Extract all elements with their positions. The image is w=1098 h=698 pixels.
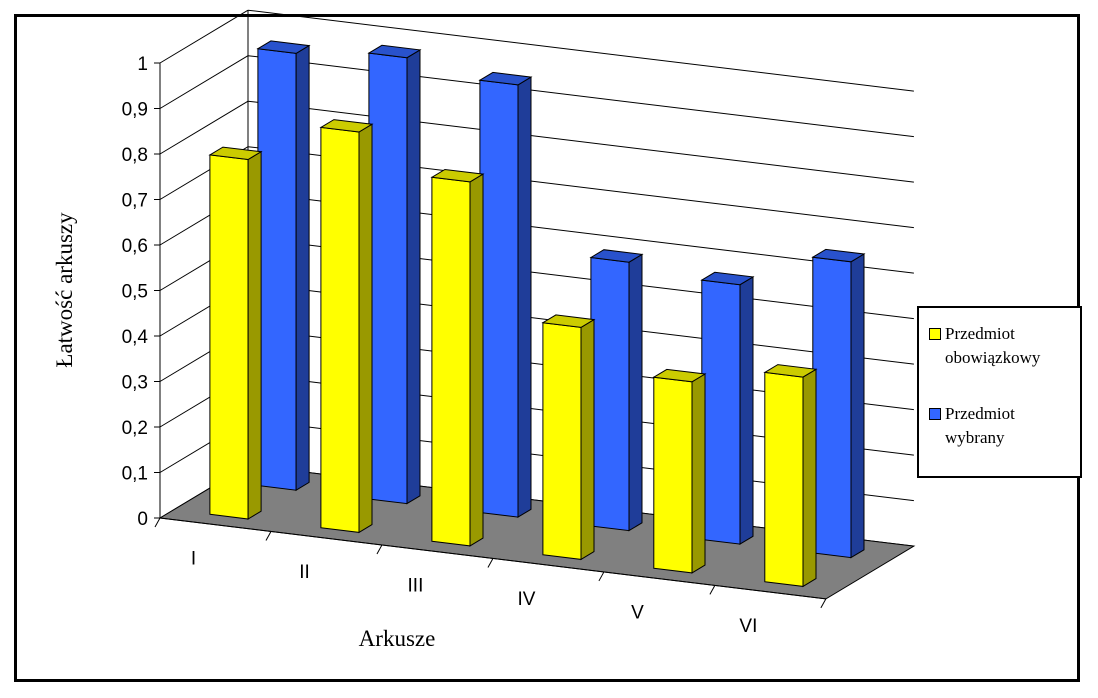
bar-series-2-side <box>517 76 532 518</box>
legend-swatch-series-2 <box>929 408 941 420</box>
side-wall-gridline <box>159 55 249 109</box>
side-wall-gridline <box>159 100 249 155</box>
bar-series-1 <box>209 154 249 520</box>
x-tick-mark <box>376 544 383 555</box>
x-tick-label: I <box>191 549 196 570</box>
y-tick-label: 0,2 <box>122 418 148 439</box>
bar-series-2-top <box>367 44 422 59</box>
bar-series-2 <box>590 256 630 532</box>
x-tick-label: III <box>408 576 424 597</box>
y-tick-label: 0,7 <box>122 191 148 212</box>
bar-series-2 <box>479 79 519 518</box>
x-tick-label: IV <box>517 589 535 610</box>
x-tick-mark <box>265 531 272 541</box>
x-tick-label: V <box>631 603 644 624</box>
legend-label-line2: wybrany <box>945 428 1005 447</box>
bar-series-1-side <box>691 373 706 574</box>
x-tick-mark <box>487 558 494 568</box>
y-tick-label: 0,5 <box>122 282 148 303</box>
bar-series-2-top <box>478 71 533 86</box>
bar-series-1-side <box>580 318 595 561</box>
y-tick-label: 0 <box>137 509 148 530</box>
x-tick-mark <box>598 571 605 582</box>
y-axis-title: Łatwość arkuszy <box>52 212 77 368</box>
gridline <box>247 9 914 92</box>
x-tick-label: VI <box>739 616 757 637</box>
y-tick-label: 0,9 <box>122 100 148 121</box>
legend-label-line2: obowiązkowy <box>945 348 1041 367</box>
bar-series-2 <box>257 48 297 491</box>
y-tick-label: 0,3 <box>122 373 148 394</box>
bar-series-2 <box>701 279 741 545</box>
legend-swatch-series-1 <box>929 328 941 340</box>
bar-series-1-side <box>358 123 373 534</box>
x-tick-mark <box>154 517 161 528</box>
bar-series-2-top <box>700 271 755 286</box>
bar-series-1-top <box>652 368 707 383</box>
bar-series-2-top <box>256 40 311 54</box>
x-axis-title: Arkusze <box>359 626 436 651</box>
bar-series-1-top <box>541 314 596 328</box>
y-tick-label: 0,8 <box>122 145 148 166</box>
x-tick-label: II <box>299 562 310 583</box>
bar-series-1 <box>653 376 693 574</box>
bar-series-2-top <box>811 248 866 263</box>
bar-series-1 <box>431 176 471 547</box>
y-tick-label: 1 <box>137 54 148 75</box>
bar-series-1 <box>320 126 360 533</box>
bar-series-1-top <box>208 146 263 161</box>
bar-series-2-side <box>850 253 865 559</box>
legend-label-line1: Przedmiot <box>945 324 1015 343</box>
y-tick-label: 0,4 <box>122 327 149 348</box>
legend-label-line1: Przedmiot <box>945 404 1015 423</box>
bar-series-2-side <box>295 44 310 492</box>
bar-series-1-side <box>802 368 817 588</box>
x-tick-mark <box>709 585 716 595</box>
bar-series-1 <box>764 371 804 587</box>
bar-series-1-top <box>430 168 485 183</box>
bar-series-1-side <box>469 173 484 547</box>
bar-series-1-top <box>763 364 818 378</box>
bar-series-2 <box>368 52 408 505</box>
bar-series-1 <box>542 322 582 560</box>
x-tick-mark <box>820 598 827 609</box>
x-axis-line <box>159 517 826 600</box>
gridline <box>247 55 914 138</box>
legend-item-series-1: Przedmiot obowiązkowy <box>929 322 1041 370</box>
bar-series-2 <box>812 256 852 559</box>
legend-item-series-2: Przedmiot wybrany <box>929 402 1015 450</box>
bar-series-2-side <box>406 49 421 505</box>
side-wall-gridline <box>159 9 249 64</box>
bar-series-2-top <box>589 249 644 263</box>
bar-series-2-side <box>628 253 643 532</box>
bar-series-1-side <box>247 150 262 520</box>
legend: Przedmiot obowiązkowy Przedmiot wybrany <box>917 306 1082 478</box>
y-tick-label: 0,6 <box>122 236 148 257</box>
bar-series-2-side <box>739 276 754 545</box>
bar-series-1-top <box>319 119 374 133</box>
gridline <box>247 100 914 183</box>
y-tick-label: 0,1 <box>122 464 148 485</box>
